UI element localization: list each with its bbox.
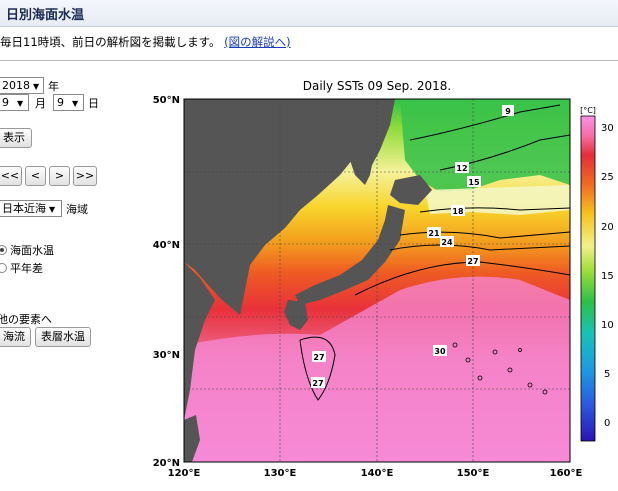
map-title: Daily SSTs 09 Sep. 2018. [303, 79, 452, 93]
china-coast [184, 262, 215, 420]
contour-label: 9 [502, 105, 514, 116]
warm-water-region [184, 276, 570, 462]
divider [0, 60, 618, 61]
year-unit: 年 [48, 80, 59, 93]
svg-text:18: 18 [452, 207, 464, 216]
lon-axis: 120°E 130°E 140°E 150°E 160°E [168, 468, 583, 479]
day-unit: 日 [88, 97, 99, 110]
lat-tick-label: 20°N [153, 458, 180, 469]
page-header: 日別海面水温 [0, 0, 618, 27]
show-button[interactable]: 表示 [0, 128, 32, 148]
svg-text:21: 21 [428, 229, 440, 238]
radio-anomaly-label: 平年差 [10, 262, 43, 275]
month-unit: 月 [35, 97, 46, 110]
chevron-down-icon: ▼ [72, 99, 79, 108]
contour-label: 27 [312, 351, 326, 362]
nav-first-button[interactable]: << [0, 166, 22, 186]
map-frame [183, 98, 571, 463]
lon-tick-label: 150°E [457, 468, 490, 479]
hokkaido [390, 175, 432, 205]
colorbar-unit: [°C] [580, 106, 596, 115]
lon-tick-label: 160°E [550, 468, 583, 479]
chevron-down-icon: ▼ [33, 82, 40, 91]
svg-text:9: 9 [505, 107, 511, 116]
colorbar-tick: 25 [601, 172, 614, 183]
pacific-islands [452, 342, 548, 395]
intro-description: 毎日11時頃、前日の解析図を掲載します。 [0, 35, 221, 49]
colorbar-tick: 15 [601, 271, 614, 282]
svg-text:12: 12 [456, 164, 467, 173]
lon-tick-label: 130°E [264, 468, 297, 479]
day-value: 9 [57, 96, 64, 109]
contour-label: 15 [467, 176, 481, 187]
year-select[interactable]: 2018 ▼ [0, 77, 44, 94]
contour-label: 18 [451, 205, 465, 216]
taiwan [184, 415, 200, 462]
contour-label: 30 [433, 345, 447, 356]
sakhalin [350, 99, 395, 185]
year-value: 2018 [2, 79, 30, 92]
svg-text:27: 27 [312, 379, 323, 388]
nav-last-button[interactable]: >> [73, 166, 97, 186]
explanation-link[interactable]: (図の解説へ) [224, 35, 291, 49]
colorbar-tick: 20 [601, 222, 614, 233]
nav-prev-button[interactable]: < [25, 166, 46, 186]
svg-text:27: 27 [467, 257, 478, 266]
current-button[interactable]: 海流 [0, 327, 31, 347]
subarctic-front [425, 185, 570, 215]
colorbar-tick: 0 [604, 418, 610, 429]
cold-water-region [400, 99, 570, 192]
contour-labels: 9 12 15 18 21 24 27 27 27 30 [311, 105, 514, 388]
area-select[interactable]: 日本近海 ▼ [0, 200, 62, 217]
contour-label: 27 [311, 377, 325, 388]
lat-tick-label: 40°N [153, 240, 180, 251]
radio-anomaly[interactable]: 平年差 [0, 260, 43, 276]
lat-axis: 50°N 40°N 30°N 20°N [153, 95, 180, 469]
honshu [295, 205, 405, 305]
contour-label: 12 [455, 162, 469, 173]
nav-next-button[interactable]: > [49, 166, 70, 186]
svg-text:27: 27 [313, 353, 324, 362]
subsurface-temp-button[interactable]: 表層水温 [35, 327, 91, 347]
kyushu [284, 300, 308, 330]
radio-unselected-icon [0, 263, 7, 273]
colorbar-ticks: 30 25 20 15 10 5 0 [601, 123, 614, 429]
chevron-down-icon: ▼ [49, 205, 56, 214]
contour-label: 21 [427, 227, 441, 238]
colorbar-tick: 30 [601, 123, 614, 134]
day-select[interactable]: 9 ▼ [53, 94, 84, 111]
colorbar-tick: 5 [604, 369, 610, 380]
intro-text: 毎日11時頃、前日の解析図を掲載します。 (図の解説へ) [0, 34, 291, 50]
chevron-down-icon: ▼ [17, 99, 24, 108]
svg-text:15: 15 [468, 178, 480, 187]
lat-tick-label: 50°N [153, 95, 180, 106]
lat-tick-label: 30°N [153, 350, 180, 361]
colorbar-tick: 10 [601, 320, 614, 331]
colorbar [580, 115, 596, 442]
radio-sst[interactable]: 海面水温 [0, 242, 54, 258]
svg-text:24: 24 [441, 238, 453, 247]
svg-text:30: 30 [434, 347, 446, 356]
lat-lon-grid [184, 99, 570, 462]
area-value: 日本近海 [2, 202, 46, 215]
radio-selected-icon [0, 245, 7, 255]
month-select[interactable]: 9 ▼ [0, 94, 29, 111]
radio-sst-label: 海面水温 [10, 244, 54, 257]
lon-tick-label: 120°E [168, 468, 201, 479]
page-title: 日別海面水温 [6, 8, 85, 23]
asia-landmass [184, 99, 360, 315]
contour-label: 24 [440, 236, 454, 247]
month-value: 9 [2, 96, 9, 109]
area-unit: 海域 [66, 203, 88, 216]
lon-tick-label: 140°E [361, 468, 394, 479]
contour-label: 27 [466, 255, 480, 266]
other-elements-label: 他の要素へ [0, 313, 52, 326]
